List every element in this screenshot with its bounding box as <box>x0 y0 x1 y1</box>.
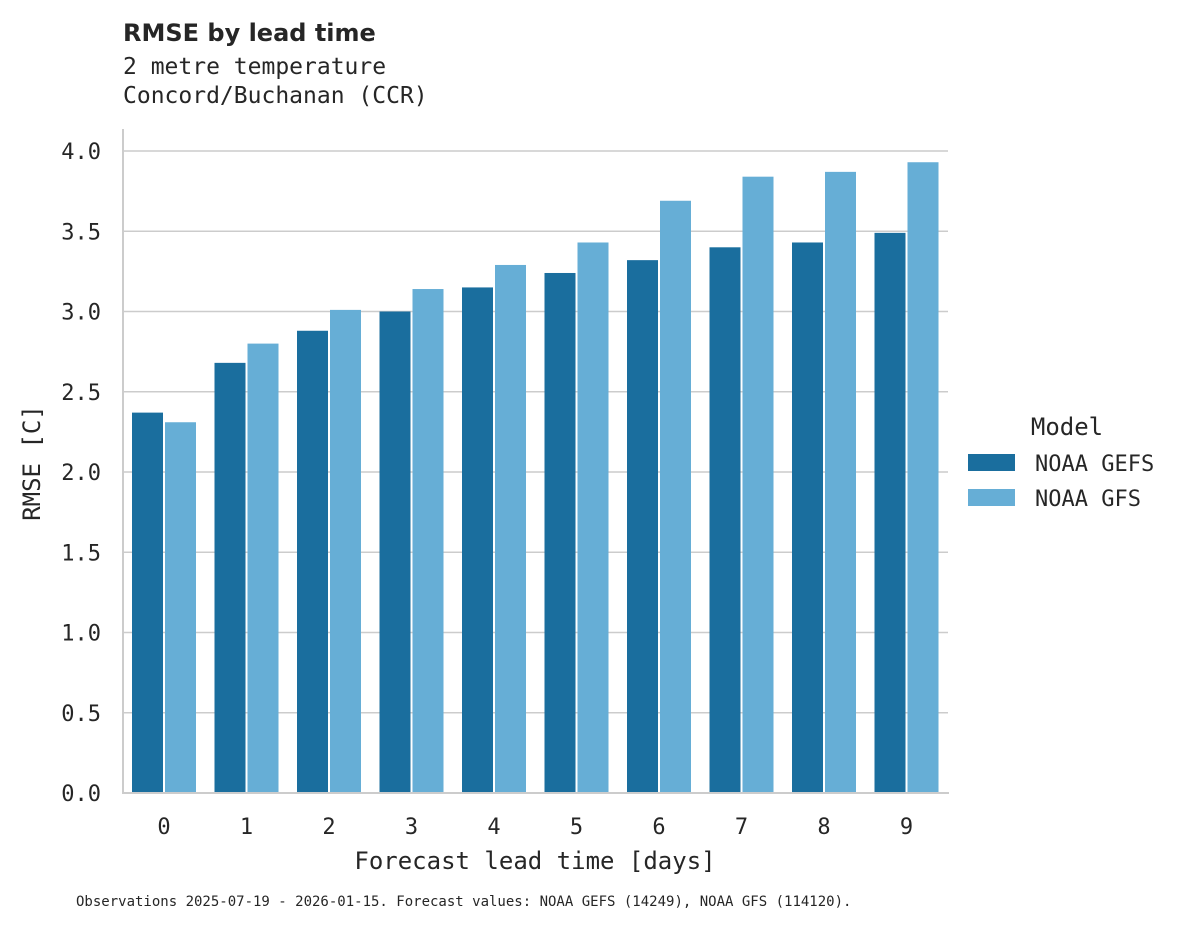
footnote: Observations 2025-07-19 - 2026-01-15. Fo… <box>76 894 851 910</box>
bar-gfs-8 <box>825 171 856 794</box>
x-tick-label: 3 <box>405 815 418 840</box>
bar-gfs-0 <box>165 422 196 793</box>
bar-gfs-3 <box>412 289 444 793</box>
y-tick-label: 0.5 <box>61 702 101 727</box>
bar-gefs-8 <box>792 242 823 794</box>
legend-title: Model <box>1031 413 1103 441</box>
bar-gefs-5 <box>544 272 576 794</box>
legend-swatch-gefs <box>968 454 1015 471</box>
y-tick-label: 1.0 <box>61 622 101 647</box>
chart-subtitle-2: Concord/Buchanan (CCR) <box>123 83 428 109</box>
x-tick-label: 1 <box>240 815 253 840</box>
y-tick-label: 1.5 <box>61 541 101 566</box>
bar-gefs-3 <box>379 311 411 793</box>
bar-gfs-5 <box>577 242 609 794</box>
y-tick-label: 2.0 <box>61 461 101 486</box>
bar-gefs-7 <box>709 247 741 794</box>
y-tick-label: 2.5 <box>61 381 101 406</box>
y-axis-label: RMSE [C] <box>18 405 46 521</box>
x-tick-label: 8 <box>817 815 830 840</box>
bar-gefs-4 <box>462 287 493 793</box>
bar-gfs-6 <box>660 200 691 793</box>
y-tick-label: 4.0 <box>61 140 101 165</box>
bar-gefs-6 <box>627 260 658 793</box>
legend-label-gefs: NOAA GEFS <box>1035 452 1154 477</box>
bar-gefs-2 <box>297 330 328 793</box>
legend: Model NOAA GEFS NOAA GFS <box>968 413 1154 512</box>
bar-gfs-1 <box>247 343 279 793</box>
bar-gefs-9 <box>874 232 906 794</box>
y-tick-label: 3.5 <box>61 220 101 245</box>
bar-gfs-9 <box>907 162 939 794</box>
legend-swatch-gfs <box>968 489 1015 506</box>
x-tick-label: 2 <box>322 815 335 840</box>
y-tick-label: 0.0 <box>61 782 101 807</box>
x-tick-label: 5 <box>570 815 583 840</box>
bar-gfs-2 <box>330 309 361 793</box>
bar-gfs-4 <box>495 264 526 794</box>
bar-gefs-0 <box>132 412 163 793</box>
bar-gefs-1 <box>214 362 246 793</box>
chart-title: RMSE by lead time <box>123 19 376 47</box>
legend-label-gfs: NOAA GFS <box>1035 487 1141 512</box>
chart-subtitle-1: 2 metre temperature <box>123 54 386 80</box>
x-tick-label: 0 <box>157 815 170 840</box>
y-tick-label: 3.0 <box>61 301 101 326</box>
x-tick-label: 6 <box>652 815 665 840</box>
x-tick-label: 7 <box>735 815 748 840</box>
x-axis-label: Forecast lead time [days] <box>354 847 715 875</box>
x-tick-label: 9 <box>900 815 913 840</box>
x-tick-label: 4 <box>487 815 500 840</box>
bar-gfs-7 <box>742 176 774 793</box>
